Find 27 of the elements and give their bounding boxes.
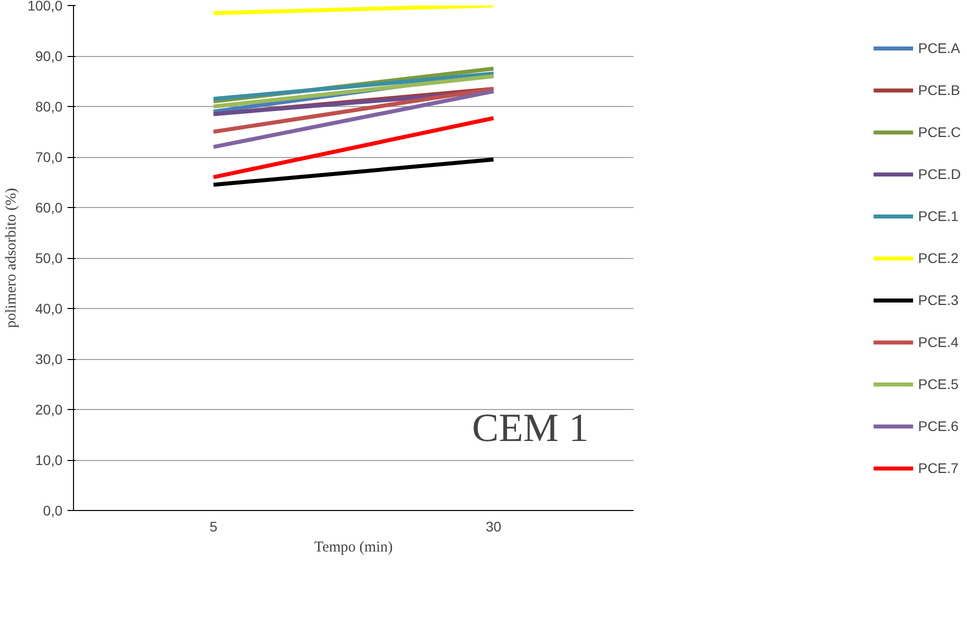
- y-tick-label: 10,0: [35, 452, 63, 468]
- y-tick-label: 70,0: [35, 149, 63, 165]
- legend-label: PCE.1: [918, 208, 959, 224]
- legend-label: PCE.D: [918, 166, 961, 182]
- legend-label: PCE.C: [918, 124, 961, 140]
- y-tick-label: 60,0: [35, 200, 63, 216]
- y-axis-title: polimero adsorbito (%): [3, 188, 20, 328]
- legend-label: PCE.3: [918, 292, 959, 308]
- y-tick-label: 40,0: [35, 300, 63, 316]
- legend-label: PCE.2: [918, 250, 959, 266]
- annotation: CEM 1: [472, 404, 589, 450]
- legend-label: PCE.5: [918, 376, 959, 392]
- legend-label: PCE.7: [918, 460, 959, 476]
- x-tick-label: 5: [210, 518, 218, 534]
- y-tick-label: 80,0: [35, 98, 63, 114]
- x-tick-label: 30: [486, 518, 502, 534]
- legend-label: PCE.B: [918, 82, 960, 98]
- x-axis-title: Tempo (min): [314, 540, 393, 556]
- y-tick-label: 90,0: [35, 48, 63, 64]
- y-tick-label: 30,0: [35, 351, 63, 367]
- y-tick-label: 0,0: [43, 502, 63, 518]
- y-tick-label: 100,0: [27, 0, 63, 14]
- y-tick-label: 50,0: [35, 250, 63, 266]
- y-tick-label: 20,0: [35, 402, 63, 418]
- legend-label: PCE.6: [918, 418, 959, 434]
- legend-label: PCE.A: [918, 40, 960, 56]
- legend-label: PCE.4: [918, 334, 959, 350]
